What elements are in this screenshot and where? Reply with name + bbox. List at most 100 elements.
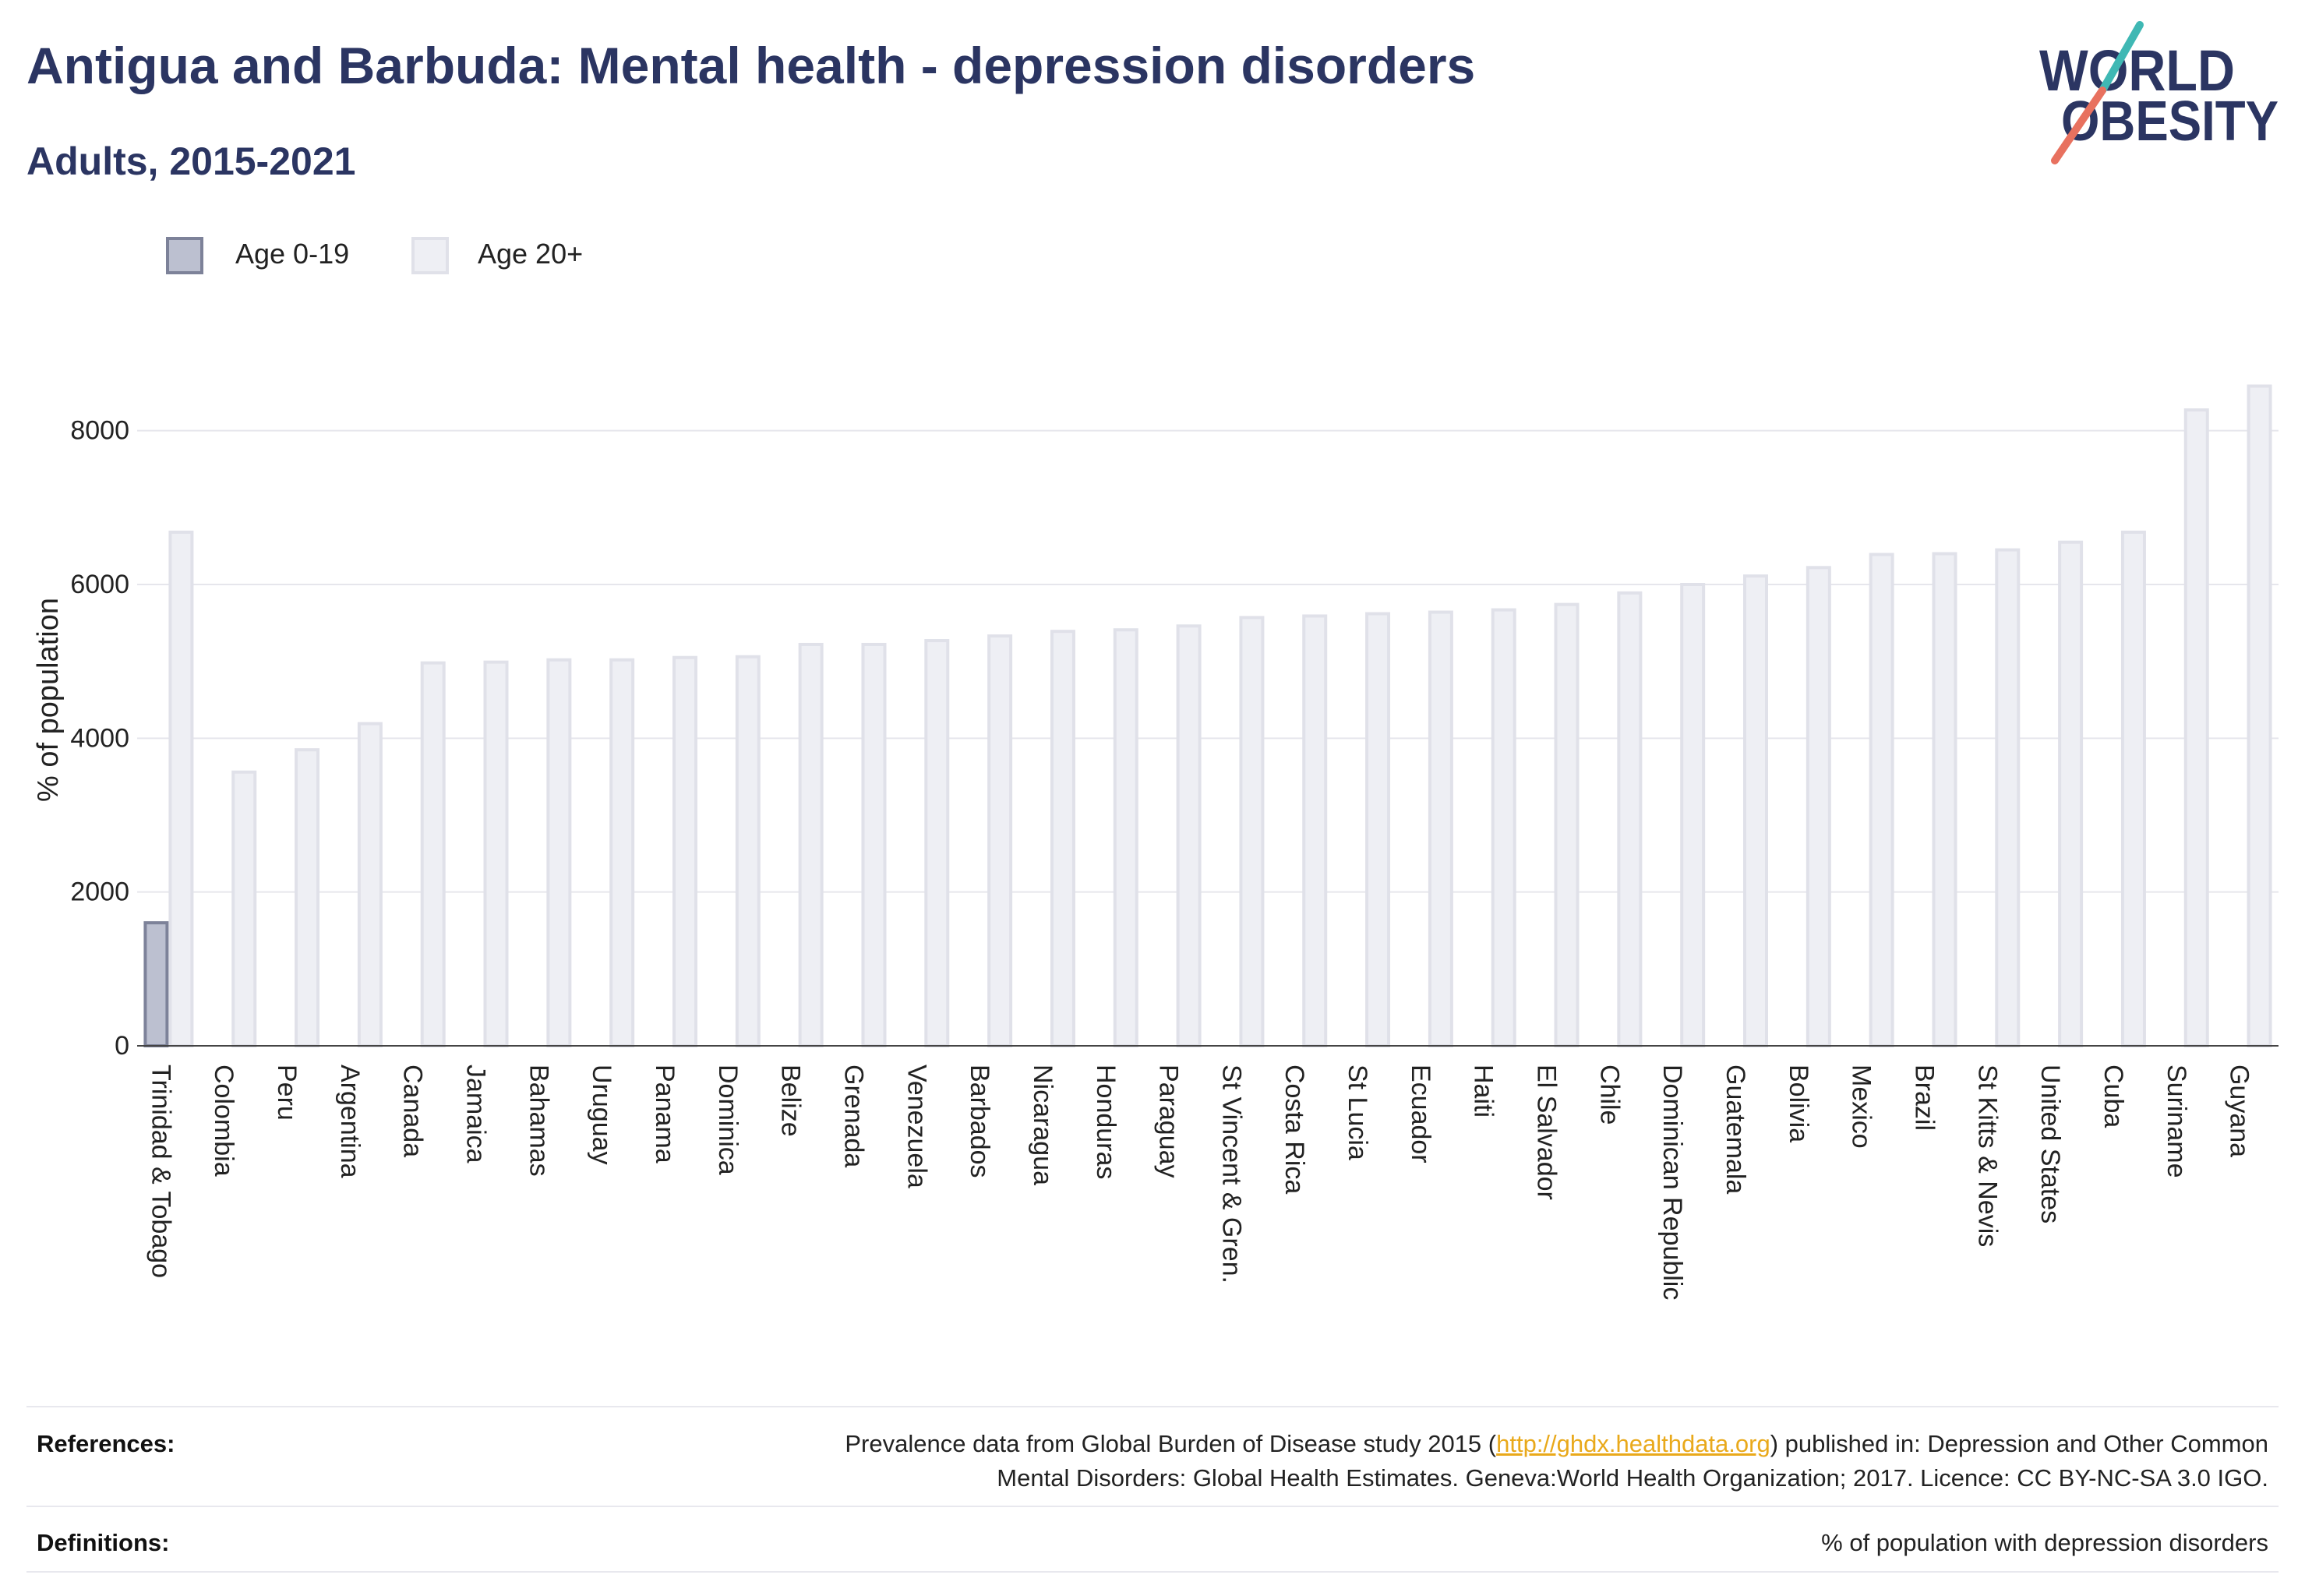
x-tick-label-costa-rica: Costa Rica — [1280, 1065, 1309, 1194]
x-tick-label-paraguay: Paraguay — [1154, 1065, 1184, 1178]
x-tick-label-united-states: United States — [2035, 1065, 2065, 1223]
legend-swatch-age-20-plus[interactable] — [411, 237, 449, 274]
x-tick-label-belize: Belize — [776, 1065, 806, 1137]
y-tick-label-2000: 2000 — [70, 877, 129, 907]
world-obesity-logo: WORLD OBESITY — [2039, 21, 2279, 164]
bar-age-20-st-kitts-nevis — [1995, 548, 2021, 1047]
references-text-after-link: ) published in: Depression and Other Com… — [1770, 1430, 2268, 1457]
x-tick-label-barbados: Barbados — [965, 1065, 994, 1178]
legend-label-age-0-19: Age 0-19 — [235, 238, 350, 270]
y-tick-label-8000: 8000 — [70, 416, 129, 446]
x-tick-label-el-salvador: El Salvador — [1532, 1065, 1562, 1200]
bar-age-20-colombia — [231, 770, 257, 1047]
bar-age-20-el-salvador — [1554, 602, 1580, 1047]
footer-divider-middle — [26, 1506, 2279, 1507]
bar-age-20-mexico — [1869, 553, 1894, 1047]
bar-age-20-canada — [420, 661, 446, 1047]
legend-label-age-20-plus: Age 20+ — [478, 238, 584, 270]
definitions-label: Definitions: — [37, 1529, 170, 1556]
references-line-2: Mental Disorders: Global Health Estimate… — [997, 1464, 2268, 1492]
bar-age-20-panama — [672, 655, 697, 1047]
bar-age-20-ecuador — [1428, 610, 1453, 1047]
bar-age-20-belize — [798, 642, 824, 1047]
bar-age-20-cuba — [2120, 530, 2146, 1047]
bar-age-20-guatemala — [1743, 574, 1768, 1047]
chart-subtitle: Adults, 2015-2021 — [26, 139, 356, 183]
x-tick-label-venezuela: Venezuela — [902, 1065, 931, 1188]
bar-age-20-nicaragua — [1050, 630, 1075, 1047]
x-tick-label-brazil: Brazil — [1909, 1065, 1939, 1131]
bar-age-20-honduras — [1113, 628, 1138, 1047]
footer-divider-top — [26, 1406, 2279, 1407]
x-tick-label-nicaragua: Nicaragua — [1028, 1065, 1057, 1185]
gridlines — [137, 429, 2279, 893]
bar-age-20-dominican-republic — [1680, 583, 1706, 1047]
x-tick-label-argentina: Argentina — [335, 1065, 365, 1178]
bar-chart: 0 2000 4000 6000 8000 Trinidad & Tobago Colomb… — [32, 384, 2279, 1301]
bar-age-0-19-trinidad-tobago — [143, 921, 169, 1047]
bar-age-20-paraguay — [1176, 624, 1202, 1047]
x-tick-label-st-vincent-gren: St Vincent & Gren. — [1216, 1065, 1246, 1284]
y-tick-label-6000: 6000 — [70, 570, 129, 599]
x-tick-label-jamaica: Jamaica — [461, 1065, 491, 1163]
bar-age-20-guyana — [2247, 384, 2272, 1047]
x-tick-label-cuba: Cuba — [2099, 1065, 2128, 1128]
x-tick-label-uruguay: Uruguay — [587, 1065, 616, 1165]
bars — [143, 384, 2272, 1048]
bar-age-20-bahamas — [546, 658, 572, 1048]
bar-age-20-united-states — [2058, 540, 2084, 1047]
x-tick-label-canada: Canada — [398, 1065, 428, 1157]
y-tick-label-4000: 4000 — [70, 723, 129, 753]
references-line-1: Prevalence data from Global Burden of Di… — [845, 1428, 2268, 1460]
references-text-before-link: Prevalence data from Global Burden of Di… — [845, 1430, 1497, 1457]
x-tick-label-st-kitts-nevis: St Kitts & Nevis — [1972, 1065, 2002, 1247]
x-tick-label-peru: Peru — [272, 1065, 302, 1121]
x-tick-label-chile: Chile — [1594, 1065, 1624, 1125]
footer-divider-bottom — [26, 1571, 2279, 1573]
bar-age-20-bolivia — [1806, 566, 1831, 1047]
bar-age-20-barbados — [987, 634, 1013, 1047]
x-tick-label-dominican-republic: Dominican Republic — [1657, 1065, 1687, 1300]
x-tick-label-guatemala: Guatemala — [1721, 1065, 1750, 1194]
bar-age-20-peru — [295, 748, 320, 1048]
x-tick-label-bolivia: Bolivia — [1784, 1065, 1813, 1142]
x-tick-label-panama: Panama — [650, 1065, 679, 1163]
x-tick-label-guyana: Guyana — [2225, 1065, 2254, 1157]
bar-age-20-argentina — [357, 722, 383, 1047]
bar-age-20-suriname — [2183, 408, 2209, 1047]
bar-age-20-grenada — [861, 642, 887, 1047]
bar-age-20-trinidad-tobago — [168, 530, 194, 1047]
logo-word-world: WORLD — [2039, 38, 2235, 103]
references-link[interactable]: http://ghdx.healthdata.org — [1496, 1430, 1770, 1457]
y-tick-label-0: 0 — [115, 1031, 129, 1061]
x-tick-label-mexico: Mexico — [1847, 1065, 1876, 1149]
x-tick-label-ecuador: Ecuador — [1406, 1065, 1435, 1163]
logo-slash-coral — [2051, 87, 2106, 164]
bar-age-20-st-vincent-gren — [1239, 616, 1265, 1047]
definitions-text: % of population with depression disorder… — [1821, 1529, 2268, 1556]
references-label: References: — [37, 1430, 175, 1457]
bar-age-20-venezuela — [924, 639, 950, 1047]
x-tick-label-bahamas: Bahamas — [524, 1065, 553, 1177]
x-tick-label-haiti: Haiti — [1469, 1065, 1498, 1118]
x-tick-label-trinidad-tobago: Trinidad & Tobago — [146, 1065, 175, 1278]
legend-swatch-age-0-19[interactable] — [166, 237, 203, 274]
y-axis-title: % of population — [32, 598, 65, 802]
bar-age-20-haiti — [1491, 608, 1516, 1047]
x-tick-label-st-lucia: St Lucia — [1343, 1065, 1372, 1160]
bar-age-20-jamaica — [483, 660, 509, 1047]
x-tick-label-honduras: Honduras — [1091, 1065, 1121, 1179]
bar-age-20-st-lucia — [1365, 612, 1391, 1047]
bar-age-20-costa-rica — [1302, 614, 1328, 1047]
x-tick-label-grenada: Grenada — [838, 1065, 868, 1167]
x-tick-label-dominica: Dominica — [713, 1065, 743, 1175]
x-tick-label-colombia: Colombia — [209, 1065, 238, 1177]
axis-labels: 0 2000 4000 6000 8000 Trinidad & Tobago Colomb… — [32, 416, 2254, 1301]
logo-slash-teal — [2099, 21, 2144, 94]
bar-age-20-dominica — [735, 655, 761, 1047]
chart-title: Antigua and Barbuda: Mental health - dep… — [26, 37, 1476, 94]
x-tick-label-suriname: Suriname — [2162, 1065, 2191, 1178]
bar-age-20-uruguay — [609, 658, 635, 1048]
bar-age-20-chile — [1617, 591, 1643, 1047]
bar-age-20-brazil — [1932, 552, 1957, 1047]
